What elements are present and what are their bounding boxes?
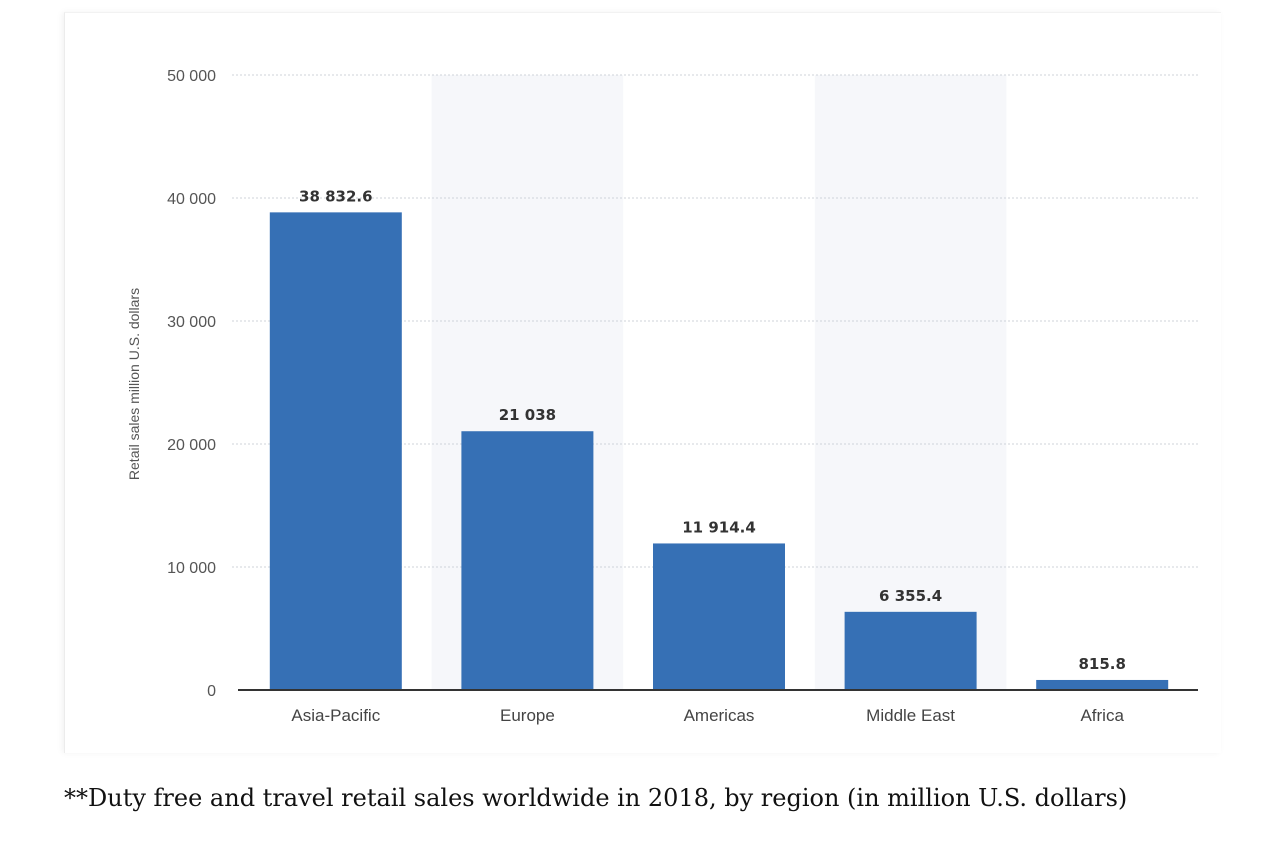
y-tick-label: 40 000 xyxy=(167,191,216,208)
y-tick-label: 10 000 xyxy=(167,560,216,577)
data-label: 815.8 xyxy=(1078,655,1125,673)
data-label: 11 914.4 xyxy=(682,518,756,536)
x-category-label: Asia-Pacific xyxy=(291,706,380,725)
y-axis-title: Retail sales million U.S. dollars xyxy=(126,288,142,480)
y-axis-ticks: 0 10 000 20 000 30 000 40 000 50 000 xyxy=(167,68,216,700)
x-axis-categories: Asia-Pacific Europe Americas Middle East Afr… xyxy=(291,706,1124,725)
data-labels: 38 832.6 21 038 11 914.4 6 355.4 815.8 xyxy=(299,187,1126,673)
chart-card: 0 10 000 20 000 30 000 40 000 50 000 38 832.6… xyxy=(64,12,1221,753)
data-label: 6 355.4 xyxy=(879,587,942,605)
y-tick-label: 50 000 xyxy=(167,68,216,85)
y-tick-label: 20 000 xyxy=(167,437,216,454)
bar-chart: 0 10 000 20 000 30 000 40 000 50 000 38 832.6… xyxy=(126,68,1198,725)
chart-caption: **Duty free and travel retail sales worl… xyxy=(64,784,1128,812)
bar xyxy=(269,212,402,691)
x-category-label: Europe xyxy=(500,706,555,725)
x-category-label: Americas xyxy=(684,706,755,725)
y-tick-label: 0 xyxy=(207,683,216,700)
data-label: 38 832.6 xyxy=(299,187,373,205)
bar xyxy=(653,543,785,690)
category-band xyxy=(814,75,1007,690)
y-tick-label: 30 000 xyxy=(167,314,216,331)
bar xyxy=(844,611,977,690)
bars xyxy=(269,212,1169,691)
x-category-label: Middle East xyxy=(866,706,955,725)
x-category-label: Africa xyxy=(1080,706,1124,725)
bar xyxy=(1036,679,1169,690)
bar xyxy=(461,431,594,690)
data-label: 21 038 xyxy=(499,406,556,424)
